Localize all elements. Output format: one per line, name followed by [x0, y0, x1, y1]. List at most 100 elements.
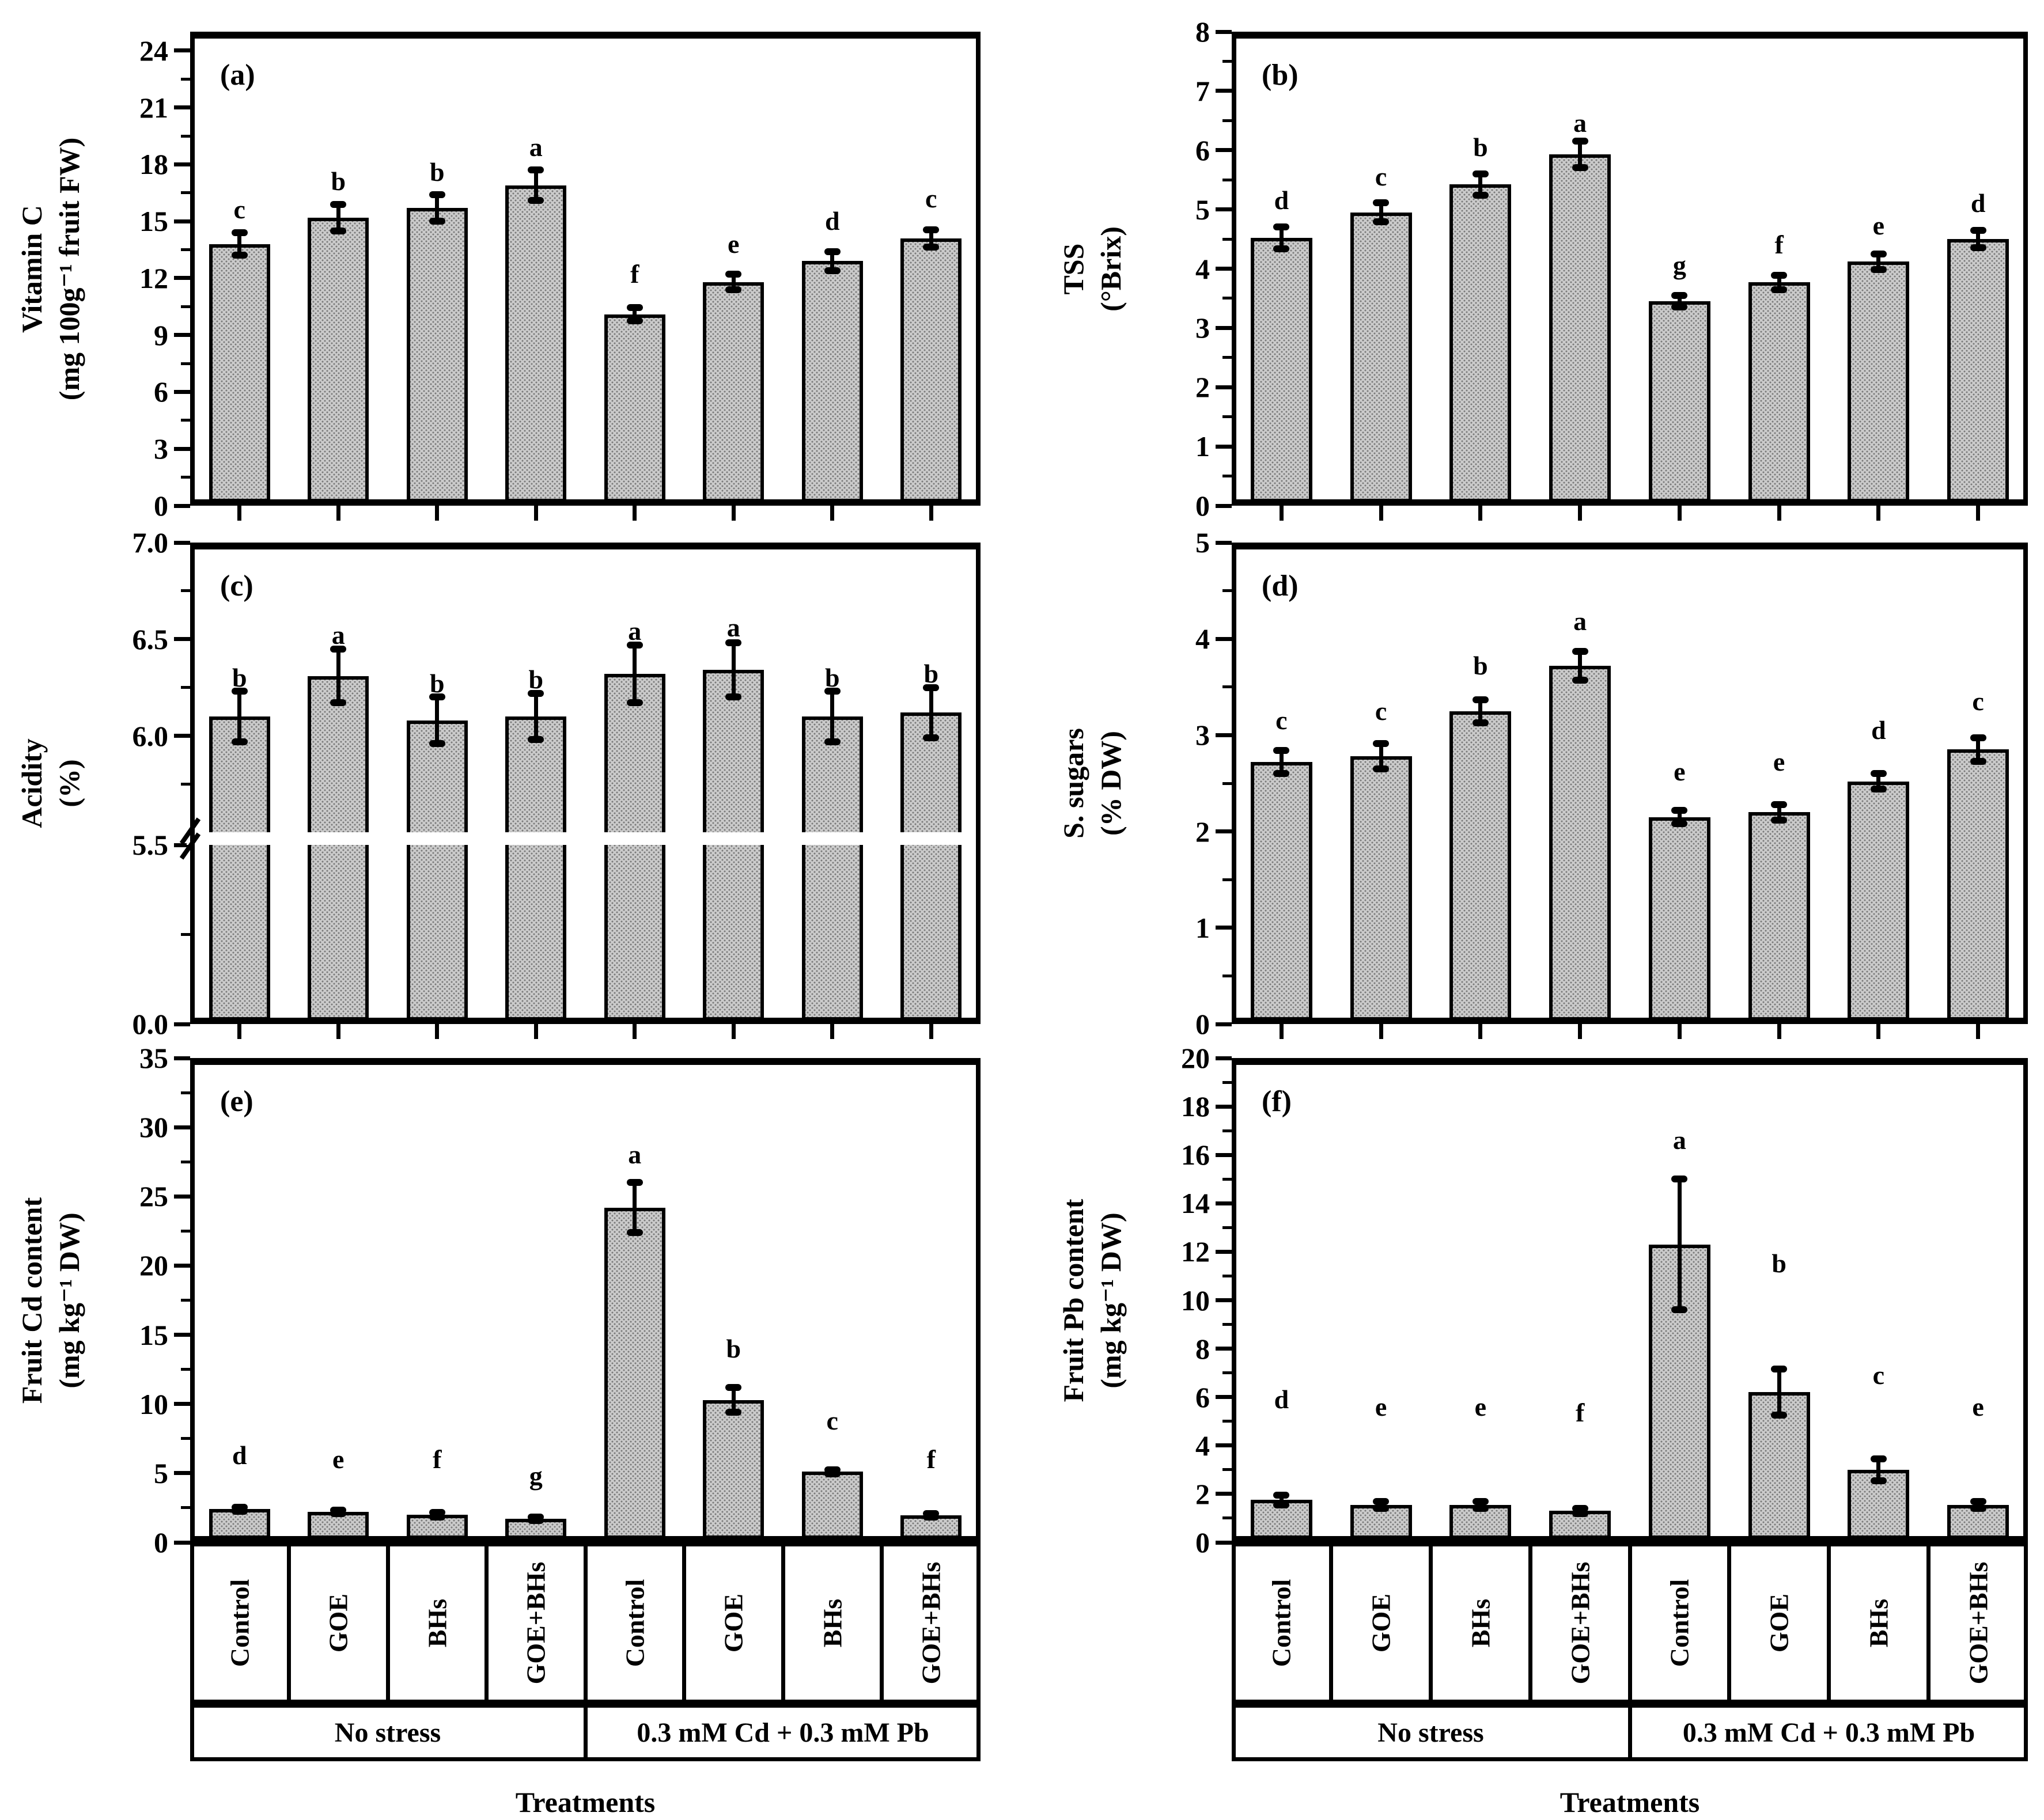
treatment-label: GOE+BHs	[521, 1561, 551, 1685]
bar-goe-bhs	[1549, 154, 1611, 502]
y-minor-tick	[1222, 59, 1232, 63]
y-minor-tick	[181, 419, 190, 422]
y-axis-title-line: TSS	[1057, 243, 1089, 294]
x-tick	[1478, 1024, 1483, 1039]
error-bar-cap-top	[1771, 1366, 1788, 1373]
error-bar-cap-bottom	[1572, 1510, 1588, 1517]
bar-goe	[703, 282, 764, 502]
group-label: No stress	[334, 1717, 441, 1748]
y-major-tick	[174, 1194, 190, 1199]
error-bar-line	[1478, 173, 1483, 195]
y-major-tick	[1216, 1022, 1232, 1026]
x-tick	[533, 1024, 538, 1039]
x-tick	[1578, 506, 1583, 521]
y-major-tick	[174, 333, 190, 338]
y-major-tick	[1216, 1492, 1232, 1496]
error-bar-cap-bottom	[231, 252, 248, 259]
significance-letter: a	[1573, 606, 1587, 636]
y-tick-label: 7	[1195, 74, 1210, 107]
significance-letter: a	[628, 616, 642, 646]
treatment-cell-divider	[1329, 1542, 1334, 1704]
significance-letter: c	[826, 1405, 838, 1435]
y-tick-label: 35	[139, 1042, 168, 1074]
treatment-cell-divider	[385, 1542, 390, 1704]
y-tick-label: 10	[1181, 1284, 1210, 1317]
y-major-tick	[1216, 1104, 1232, 1109]
error-bar-line	[1578, 651, 1583, 681]
y-minor-tick	[181, 782, 190, 786]
significance-letter: b	[232, 662, 247, 692]
y-major-tick	[174, 446, 190, 451]
y-axis-title-line: (% DW)	[1095, 731, 1127, 836]
x-tick	[435, 506, 440, 521]
y-major-tick	[174, 540, 190, 545]
treatment-cell-divider	[1926, 1542, 1931, 1704]
significance-letter: a	[1573, 108, 1587, 138]
bar-goe-bhs	[900, 238, 962, 502]
bar-bhs	[801, 261, 863, 502]
error-bar-line	[533, 693, 538, 740]
y-tick-label: 3	[1195, 719, 1210, 752]
y-minor-tick	[181, 77, 190, 81]
y-minor-tick	[1222, 297, 1232, 300]
error-bar-cap-bottom	[1970, 757, 1986, 765]
significance-letter: b	[1473, 651, 1488, 681]
error-bar-cap-bottom	[725, 1409, 742, 1416]
error-bar-cap-bottom	[1273, 1501, 1290, 1508]
error-bar-line	[1279, 1495, 1284, 1505]
y-major-tick	[174, 1333, 190, 1337]
error-bar-cap-top	[923, 684, 940, 691]
error-bar-cap-top	[1572, 138, 1588, 145]
error-bar-cap-top	[1273, 1492, 1290, 1499]
x-axis-title: Treatments	[1560, 1786, 1700, 1818]
significance-letter: a	[331, 620, 345, 650]
bar-goe	[1748, 812, 1810, 1021]
treatment-label: Control	[1664, 1579, 1694, 1667]
x-tick	[1876, 1024, 1881, 1039]
error-bar-cap-top	[1771, 271, 1788, 279]
y-major-tick	[1216, 503, 1232, 508]
bar-control	[604, 674, 665, 1021]
y-major-tick	[1216, 89, 1232, 93]
significance-letter: d	[824, 206, 840, 236]
y-major-tick	[174, 1471, 190, 1476]
y-major-tick	[174, 1125, 190, 1129]
y-major-tick	[1216, 1395, 1232, 1400]
significance-letter: b	[1772, 1249, 1786, 1279]
error-bar-cap-top	[330, 200, 347, 208]
bar-bhs	[406, 208, 468, 502]
y-axis-title-line: Vitamin C	[16, 204, 48, 333]
error-bar-cap-bottom	[1870, 786, 1887, 793]
y-tick-label: 16	[1181, 1139, 1210, 1171]
x-tick	[1777, 506, 1781, 521]
error-bar-cap-bottom	[1273, 770, 1290, 778]
error-bar-cap-top	[1870, 250, 1887, 257]
y-minor-tick	[181, 1229, 190, 1233]
y-tick-label: 2	[1195, 1477, 1210, 1510]
x-tick	[533, 506, 538, 521]
bar-control	[1250, 238, 1312, 502]
bar-goe	[308, 217, 369, 502]
error-bar-line	[1379, 1501, 1383, 1509]
error-bar-cap-bottom	[330, 1510, 347, 1518]
error-bar-line	[929, 230, 933, 247]
y-minor-tick	[181, 589, 190, 593]
error-bar-cap-top	[1970, 734, 1986, 742]
error-bar-cap-top	[1572, 647, 1588, 655]
error-bar-line	[1379, 203, 1383, 222]
y-major-tick	[174, 1402, 190, 1406]
error-bar-cap-top	[1373, 1497, 1390, 1505]
error-bar-line	[1379, 744, 1383, 769]
y-minor-tick	[1222, 1226, 1232, 1229]
error-bar-cap-top	[824, 688, 841, 695]
y-minor-tick	[1222, 782, 1232, 785]
significance-letter: a	[1672, 1125, 1686, 1155]
error-bar-cap-top	[1373, 199, 1390, 207]
bar-bhs	[1449, 711, 1512, 1021]
error-bar-cap-bottom	[330, 699, 347, 707]
y-major-tick	[1216, 385, 1232, 389]
x-tick	[1976, 1024, 1981, 1039]
error-bar-cap-top	[1273, 223, 1290, 231]
significance-letter: e	[1972, 1391, 1984, 1421]
error-bar-line	[633, 644, 637, 703]
